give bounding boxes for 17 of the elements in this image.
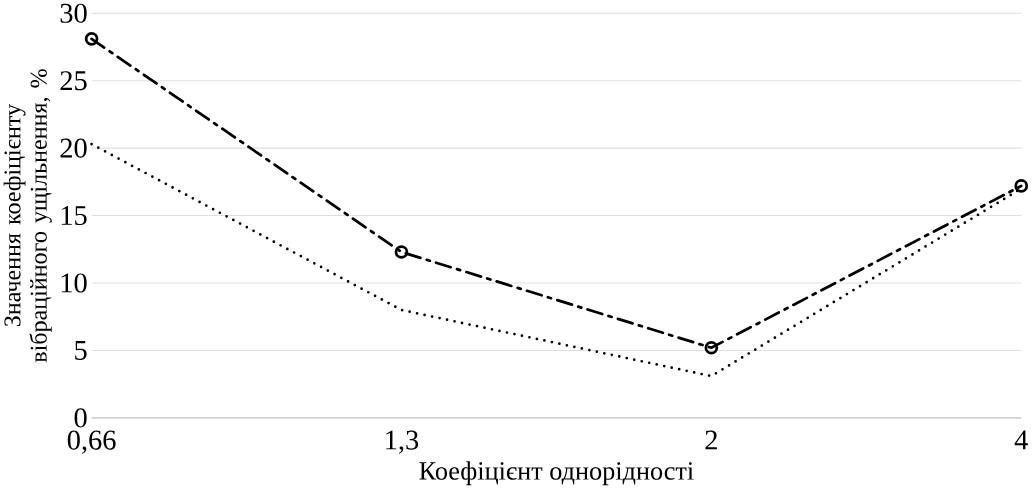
y-tick-label: 10 bbox=[61, 273, 87, 293]
x-tick-label: 2 bbox=[705, 430, 717, 450]
x-tick-label: 4 bbox=[1014, 430, 1028, 450]
y-tick-label: 0 bbox=[74, 408, 87, 428]
y-tick-label: 20 bbox=[60, 138, 87, 158]
point bbox=[84, 32, 99, 46]
y-tick-label: 25 bbox=[60, 71, 87, 91]
x-tick-label: 0,66 bbox=[67, 430, 116, 454]
y-tick-label: 5 bbox=[75, 341, 87, 361]
y-tick-label: 15 bbox=[61, 206, 87, 226]
point bbox=[1014, 179, 1029, 193]
y-axis-title: Значення коефіцієнту вібраційного ущільнення, % bbox=[3, 69, 52, 363]
point bbox=[704, 341, 719, 355]
point bbox=[394, 245, 409, 259]
x-tick-label: 1,3 bbox=[386, 430, 419, 454]
x-axis-title: Коефіцієнт однорідності bbox=[419, 461, 694, 486]
y-tick-label: 30 bbox=[60, 3, 87, 23]
